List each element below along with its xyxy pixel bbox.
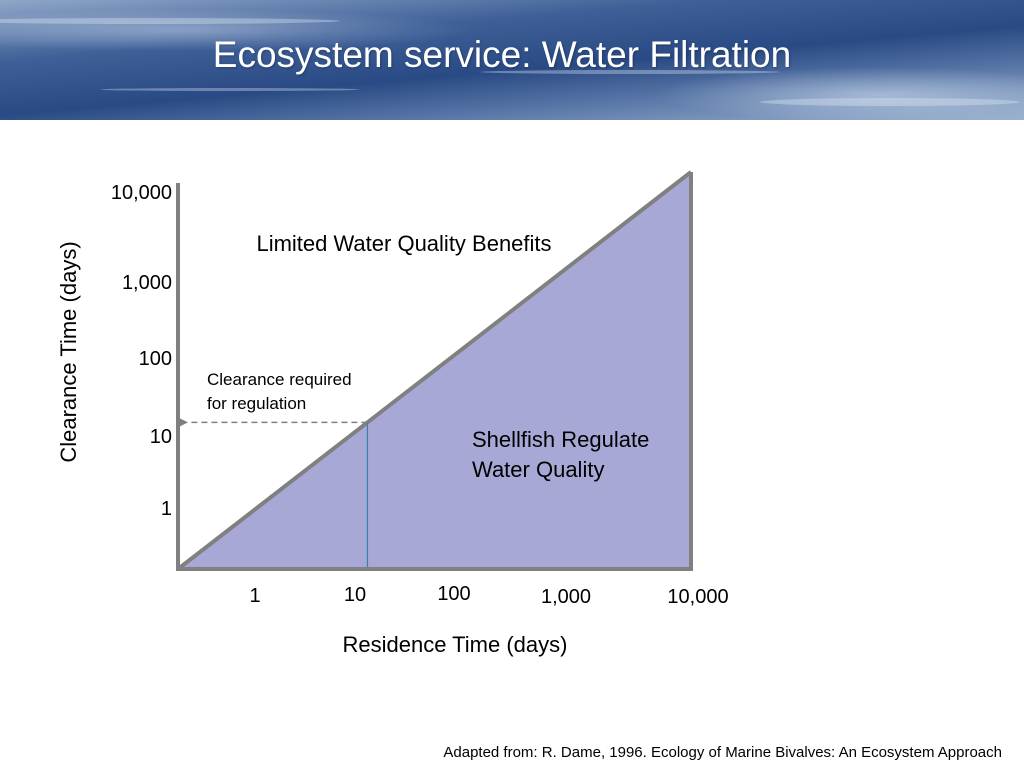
slide-title: Ecosystem service: Water Filtration — [212, 34, 792, 75]
source-caption: Adapted from: R. Dame, 1996. Ecology of … — [443, 744, 1002, 761]
y-tick-label: 100 — [139, 348, 172, 370]
y-axis-title: Clearance Time (days) — [56, 241, 81, 462]
boundary-line — [176, 170, 693, 571]
region-label-shellfish: Shellfish Regulate — [472, 427, 649, 452]
region-label-shellfish: Water Quality — [472, 457, 604, 482]
header-banner — [0, 0, 1024, 120]
y-tick-label: 1,000 — [122, 272, 172, 294]
annotation-label: Clearance required — [207, 370, 352, 389]
x-tick-label: 100 — [437, 583, 470, 605]
y-tick-label: 10,000 — [111, 182, 172, 204]
annotation-label: for regulation — [207, 394, 306, 413]
y-tick-label: 10 — [150, 426, 172, 448]
x-tick-label: 1 — [249, 585, 260, 607]
x-tick-label: 1,000 — [541, 586, 591, 608]
x-axis-title: Residence Time (days) — [343, 632, 568, 657]
x-tick-label: 10 — [344, 584, 366, 606]
region-label-limited: Limited Water Quality Benefits — [256, 231, 551, 256]
x-tick-label: 10,000 — [667, 586, 728, 608]
y-tick-label: 1 — [161, 498, 172, 520]
